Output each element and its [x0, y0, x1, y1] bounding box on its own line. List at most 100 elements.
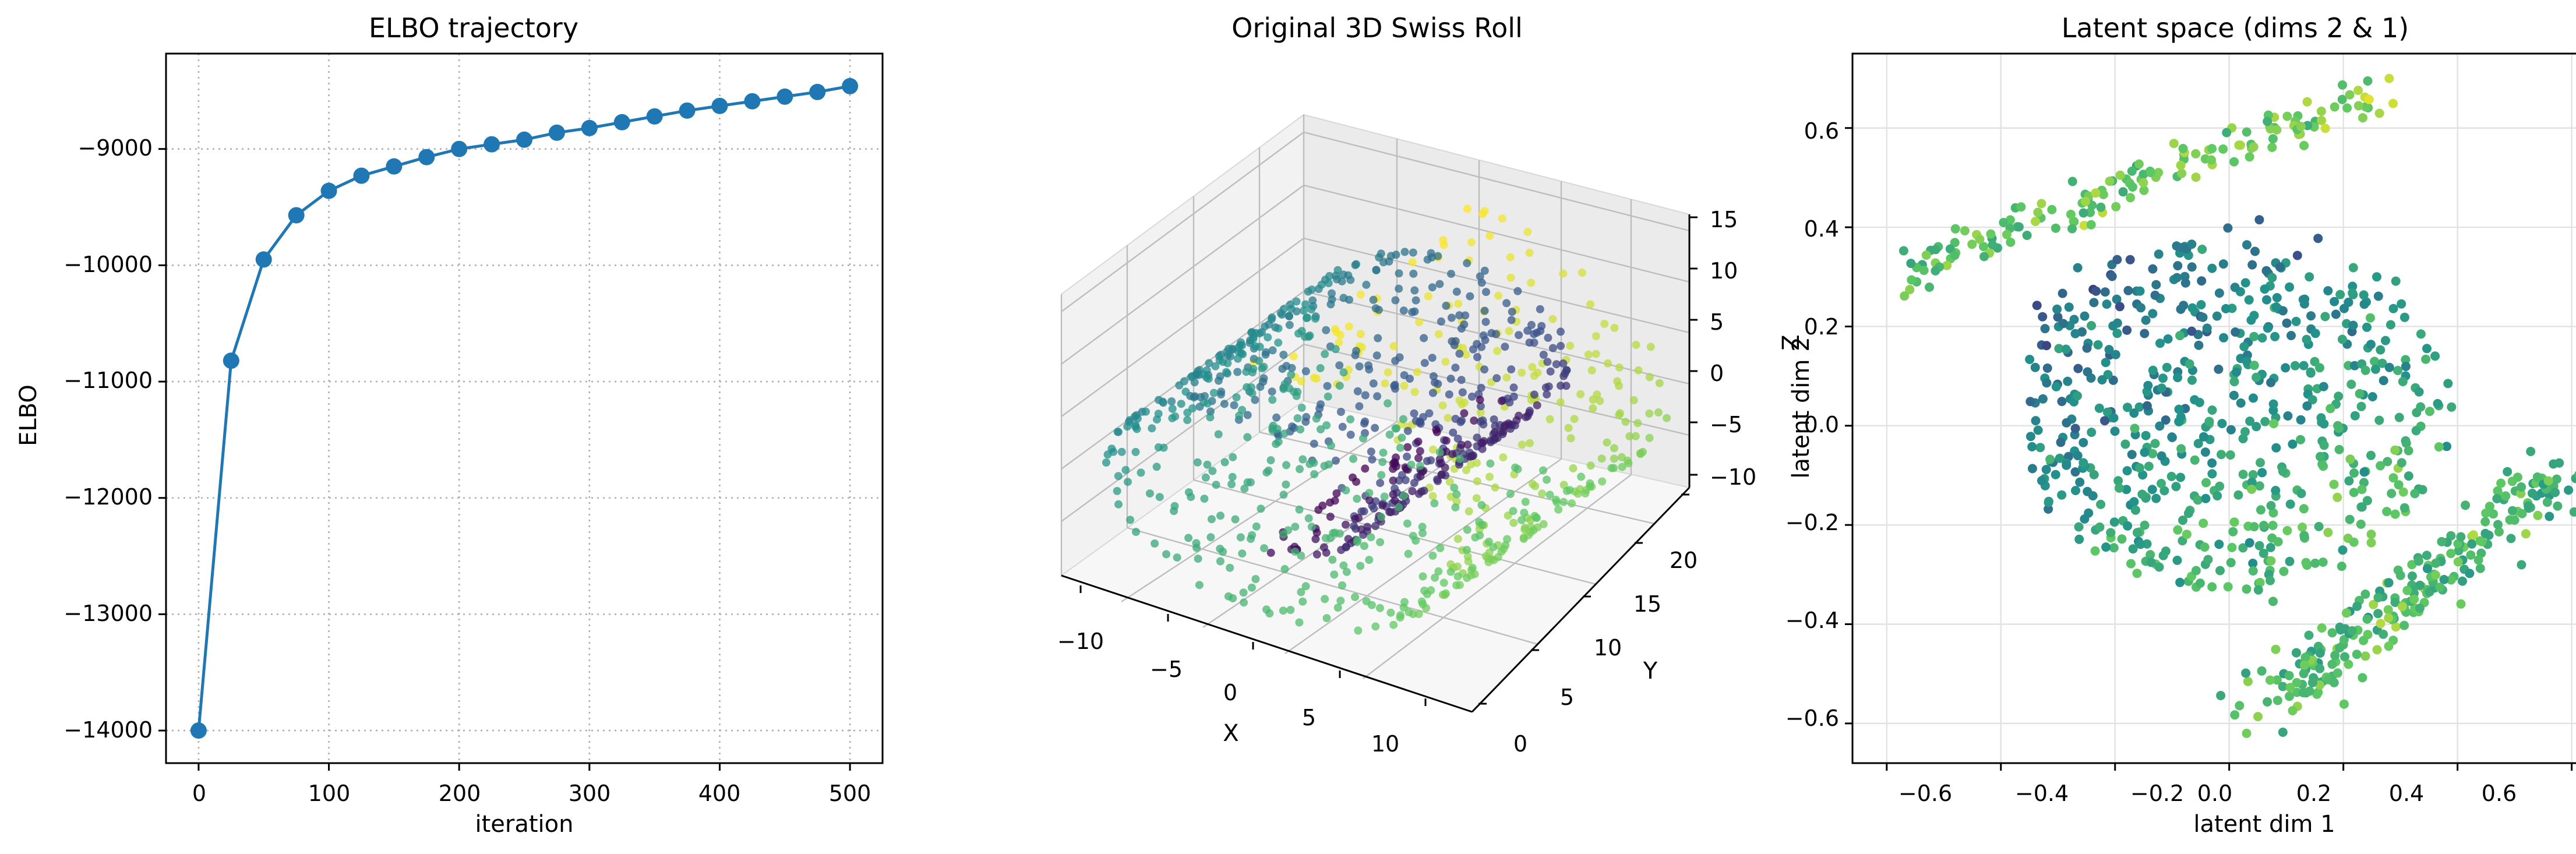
latent-point	[2027, 442, 2037, 451]
swissroll-point	[1615, 382, 1624, 390]
swissroll-point	[1507, 316, 1516, 324]
swissroll-point	[1473, 477, 1481, 486]
swissroll-point	[1418, 529, 1427, 538]
elbo-xlabel: iteration	[475, 811, 574, 838]
latent-point	[2044, 504, 2053, 514]
swissroll-point	[1520, 509, 1529, 517]
elbo-point	[809, 83, 826, 100]
swissroll-point	[1502, 373, 1511, 382]
elbo-xtick-200: 200	[439, 781, 481, 806]
latent-point	[2174, 404, 2184, 414]
latent-point	[2089, 298, 2099, 308]
swissroll-point	[1548, 344, 1557, 352]
swissroll-point	[1336, 597, 1345, 605]
swissroll-point	[1384, 399, 1392, 408]
swissroll-point	[1371, 497, 1380, 506]
latent-point	[2345, 454, 2355, 464]
latent-point	[2090, 546, 2100, 556]
swissroll-point	[1308, 296, 1317, 305]
latent-ytick-04: 0.4	[1804, 216, 1839, 242]
latent-point	[2549, 459, 2559, 469]
swissroll-point	[1371, 424, 1379, 432]
latent-point	[2126, 193, 2135, 203]
swissroll-point	[1274, 437, 1283, 446]
latent-point	[2187, 262, 2197, 272]
latent-point	[2109, 413, 2119, 423]
latent-point	[2373, 609, 2383, 619]
swissroll-point	[1460, 409, 1469, 418]
swissroll-point	[1508, 308, 1516, 316]
latent-point	[2356, 519, 2366, 529]
latent-point	[2091, 286, 2101, 296]
latent-point	[2384, 362, 2394, 372]
latent-point	[2332, 668, 2342, 678]
swissroll-point	[1538, 489, 1547, 498]
swissroll-point	[1533, 401, 1541, 410]
swissroll-point	[1404, 549, 1413, 558]
latent-point	[2146, 168, 2155, 178]
latent-point	[2070, 424, 2080, 433]
swissroll-point	[1545, 490, 1554, 499]
elbo-xtick-0: 0	[192, 781, 206, 806]
latent-point	[2127, 182, 2137, 192]
swissroll-point	[1279, 305, 1288, 313]
swissroll-point	[1290, 424, 1298, 432]
swissroll-point	[1365, 556, 1374, 564]
swissroll-ztick-15: 15	[1710, 207, 1738, 232]
latent-point	[2232, 367, 2242, 377]
swissroll-point	[1372, 266, 1381, 274]
latent-ylabel: latent dim 2	[1788, 337, 1815, 478]
swissroll-point	[1432, 425, 1441, 434]
swissroll-point	[1376, 479, 1385, 488]
latent-point	[2095, 522, 2105, 532]
swissroll-point	[1141, 407, 1150, 416]
swissroll-point	[1457, 376, 1466, 384]
latent-point	[2362, 322, 2372, 332]
swissroll-xtick-m10: −10	[1057, 629, 1104, 654]
swissroll-point	[1473, 353, 1481, 361]
swissroll-point	[1328, 295, 1336, 304]
swissroll-point	[1285, 312, 1293, 320]
swissroll-point	[1389, 490, 1398, 499]
swissroll-point	[1410, 409, 1418, 418]
swissroll-point	[1203, 399, 1212, 408]
swissroll-point	[1247, 583, 1256, 592]
latent-point	[2040, 324, 2050, 334]
swissroll-point	[1302, 412, 1311, 421]
latent-point	[2139, 178, 2148, 188]
swissroll-point	[1171, 412, 1180, 421]
swissroll-point	[1445, 478, 1454, 486]
swissroll-point	[1216, 372, 1225, 381]
swissroll-point	[1416, 419, 1425, 428]
swissroll-ztick-0: 0	[1710, 361, 1724, 386]
swissroll-point	[1415, 318, 1424, 327]
latent-point	[2243, 676, 2253, 686]
latent-point	[2096, 499, 2106, 509]
latent-point	[2292, 250, 2302, 260]
swissroll-point	[1610, 444, 1618, 453]
swissroll-point	[1480, 437, 1488, 446]
latent-point	[2458, 576, 2467, 586]
swissroll-point	[1109, 447, 1118, 456]
latent-point	[2359, 299, 2369, 309]
swissroll-point	[1377, 471, 1386, 479]
swissroll-point	[1202, 366, 1211, 375]
latent-point	[2207, 582, 2217, 592]
latent-ytick-06: 0.6	[1804, 118, 1839, 144]
swissroll-point	[1434, 380, 1442, 388]
latent-point	[2097, 375, 2107, 384]
latent-point	[2245, 152, 2254, 162]
swissroll-point	[1204, 375, 1213, 383]
swissroll-point	[1655, 379, 1664, 387]
latent-point	[2410, 489, 2420, 499]
latent-point	[2002, 230, 2012, 239]
latent-point	[2362, 496, 2372, 506]
elbo-point	[255, 251, 272, 268]
swissroll-point	[1506, 253, 1515, 262]
elbo-point	[581, 119, 598, 136]
swissroll-title: Original 3D Swiss Roll	[1231, 12, 1523, 44]
latent-point	[2414, 387, 2424, 397]
latent-point	[2335, 290, 2345, 299]
latent-point	[2143, 380, 2153, 390]
swissroll-point	[1332, 456, 1340, 465]
